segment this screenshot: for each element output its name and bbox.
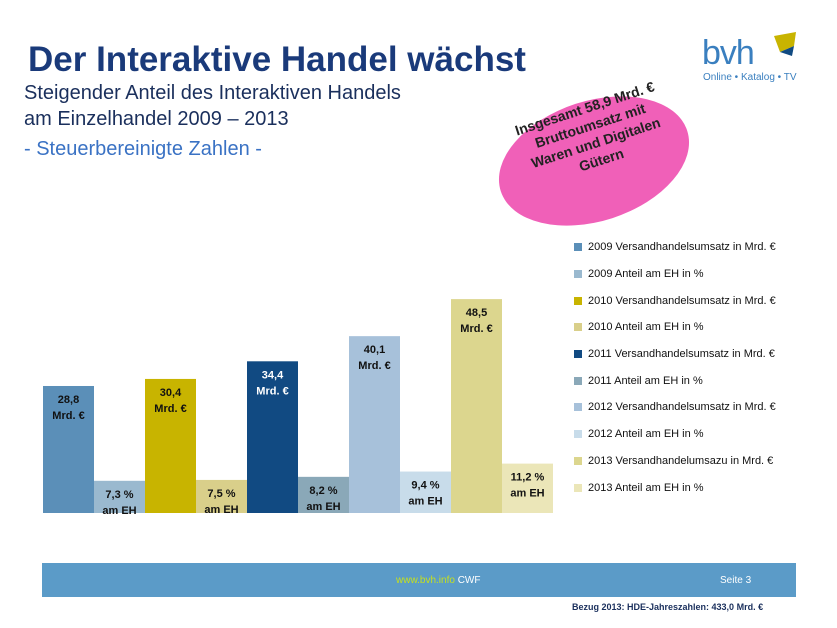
legend-label: 2011 Versandhandelsumsatz in Mrd. € (588, 348, 775, 361)
legend-swatch (574, 296, 582, 305)
legend-item: 2012 Anteil am EH in % (574, 421, 776, 448)
data-label-2010-anteil-2: am EH (204, 504, 238, 516)
legend-label: 2010 Anteil am EH in % (588, 321, 704, 334)
subtitle-line-1: Steigender Anteil des Interaktiven Hande… (24, 82, 401, 104)
logo-name: bvh (702, 34, 755, 72)
legend-swatch (574, 376, 582, 385)
chart-legend: 2009 Versandhandelsumsatz in Mrd. € 2009 … (574, 234, 776, 501)
logo-tagline: Online • Katalog • TV (703, 72, 797, 83)
bar-2009-anteil (94, 480, 145, 513)
data-label-2009-umsatz-1: 28,8 (58, 394, 79, 406)
subtitle-line-3: - Steuerbereinigte Zahlen - (24, 138, 262, 160)
legend-swatch (574, 456, 582, 465)
footer-link[interactable]: www.bvh.info (396, 575, 455, 586)
data-label-2010-anteil-1: 7,5 % (207, 488, 235, 500)
data-label-2012-anteil-1: 9,4 % (411, 480, 439, 492)
legend-swatch (574, 430, 582, 439)
data-label-2013-anteil-1: 11,2 % (511, 472, 545, 484)
data-label-2013-anteil-2: am EH (510, 488, 544, 500)
bar-2013-umsatz (451, 299, 502, 513)
legend-label: 2012 Versandhandelsumsatz in Mrd. € (588, 401, 776, 414)
footnote: Bezug 2013: HDE-Jahreszahlen: 433,0 Mrd.… (572, 602, 764, 612)
legend-label: 2009 Versandhandelsumsatz in Mrd. € (588, 241, 776, 254)
data-label-2011-umsatz-1: 34,4 (262, 369, 284, 381)
page-number: Seite 3 (720, 575, 752, 586)
bar-2010-umsatz (145, 378, 196, 513)
data-label-2012-umsatz-1: 40,1 (364, 344, 385, 356)
legend-item: 2013 Anteil am EH in % (574, 474, 776, 501)
bar-2011-umsatz (247, 361, 298, 513)
legend-label: 2010 Versandhandelsumsatz in Mrd. € (588, 294, 776, 307)
footer-suffix: CWF (457, 575, 481, 586)
callout-oval (498, 96, 690, 226)
subtitle-line-2: am Einzelhandel 2009 – 2013 (24, 108, 289, 130)
legend-item: 2011 Anteil am EH in % (574, 367, 776, 394)
data-label-2010-umsatz-2: Mrd. € (154, 403, 186, 415)
data-label-2012-anteil-2: am EH (408, 496, 442, 508)
bar-2010-anteil (196, 479, 247, 513)
legend-swatch (574, 350, 582, 359)
bar-2009-umsatz (43, 385, 94, 513)
legend-label: 2011 Anteil am EH in % (588, 374, 703, 387)
legend-item: 2013 Versandhandelumsazu in Mrd. € (574, 448, 776, 475)
legend-item: 2009 Anteil am EH in % (574, 261, 776, 288)
legend-swatch (574, 403, 582, 412)
legend-swatch (574, 243, 582, 252)
legend-swatch (574, 483, 582, 492)
legend-item: 2010 Versandhandelsumsatz in Mrd. € (574, 287, 776, 314)
data-label-2013-umsatz-2: Mrd. € (460, 323, 492, 335)
bar-2012-umsatz (349, 336, 400, 513)
bar-2013-anteil (502, 463, 553, 513)
footer-bar (42, 563, 796, 597)
bvh-logo-mark (774, 32, 796, 56)
legend-label: 2012 Anteil am EH in % (588, 428, 704, 441)
data-label-2011-umsatz-2: Mrd. € (256, 385, 288, 397)
data-label-2012-umsatz-2: Mrd. € (358, 360, 390, 372)
legend-item: 2009 Versandhandelsumsatz in Mrd. € (574, 234, 776, 261)
data-label-2011-anteil-2: am EH (306, 501, 340, 513)
data-label-2013-umsatz-1: 48,5 (466, 307, 487, 319)
legend-item: 2012 Versandhandelsumsatz in Mrd. € (574, 394, 776, 421)
legend-label: 2013 Anteil am EH in % (588, 481, 704, 494)
legend-label: 2009 Anteil am EH in % (588, 268, 704, 281)
legend-item: 2011 Versandhandelsumsatz in Mrd. € (574, 341, 776, 368)
legend-item: 2010 Anteil am EH in % (574, 314, 776, 341)
data-label-2009-anteil-2: am EH (102, 505, 136, 517)
data-label-2009-anteil-1: 7,3 % (105, 489, 133, 501)
data-label-2009-umsatz-2: Mrd. € (52, 410, 84, 422)
legend-label: 2013 Versandhandelumsazu in Mrd. € (588, 454, 774, 467)
bar-2011-anteil (298, 476, 349, 513)
data-label-2010-umsatz-1: 30,4 (160, 387, 182, 399)
legend-swatch (574, 270, 582, 279)
footer-link-group: www.bvh.info CWF (396, 575, 480, 586)
bar-chart: 28,8 Mrd. € 7,3 % am EH 30,4 Mrd. € 7,5 % am EH… (43, 299, 553, 517)
slide-title: Der Interaktive Handel wächst (28, 40, 526, 79)
bar-2012-anteil (400, 471, 451, 513)
legend-swatch (574, 323, 582, 332)
data-label-2011-anteil-1: 8,2 % (309, 485, 337, 497)
